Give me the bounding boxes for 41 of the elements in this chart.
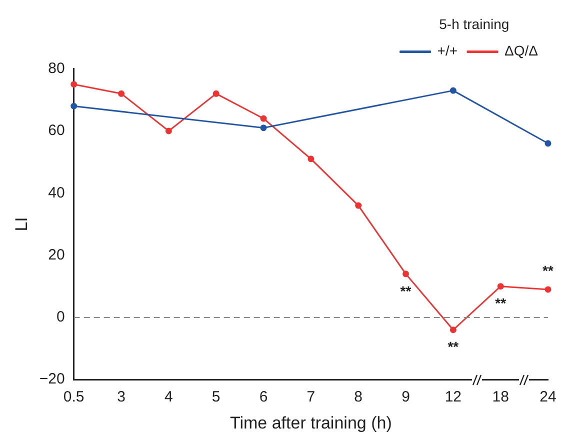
annotation: ** bbox=[448, 338, 460, 355]
x-tick-label: 3 bbox=[117, 388, 126, 406]
point bbox=[260, 124, 267, 132]
point bbox=[308, 156, 314, 162]
y-tick-label: 0 bbox=[56, 308, 65, 326]
legend-label: ΔQ/Δ bbox=[504, 42, 538, 59]
y-tick-label: 60 bbox=[48, 122, 65, 140]
x-tick-label: 12 bbox=[444, 388, 462, 406]
x-tick-label: 8 bbox=[354, 388, 363, 406]
legend-title: 5-h training bbox=[439, 16, 510, 32]
point bbox=[544, 286, 552, 293]
point bbox=[118, 90, 125, 97]
point bbox=[544, 140, 552, 147]
point bbox=[450, 326, 456, 334]
x-tick-label: 5 bbox=[212, 388, 220, 406]
annotation: ** bbox=[542, 262, 554, 278]
point bbox=[355, 202, 362, 209]
x-tick-label: 18 bbox=[492, 388, 509, 406]
point bbox=[212, 90, 220, 97]
annotation: ** bbox=[495, 295, 507, 312]
x-axis-title: Time after training (h) bbox=[230, 413, 392, 432]
x-tick-label: 6 bbox=[259, 388, 268, 406]
point bbox=[70, 81, 78, 88]
point bbox=[260, 115, 267, 122]
x-tick-label: 4 bbox=[164, 388, 173, 406]
point bbox=[497, 283, 504, 290]
legend-label: +/+ bbox=[437, 42, 458, 59]
y-tick-label: −20 bbox=[39, 370, 65, 388]
point bbox=[450, 87, 456, 94]
y-tick-label: 40 bbox=[48, 184, 65, 202]
y-tick-label: 20 bbox=[48, 246, 65, 264]
x-tick-label: 7 bbox=[306, 388, 316, 406]
x-tick-label: 0.5 bbox=[63, 388, 84, 406]
y-axis-title: LI bbox=[12, 217, 31, 232]
point bbox=[402, 270, 410, 278]
y-tick-label: 80 bbox=[48, 60, 65, 77]
x-tick-label: 24 bbox=[540, 388, 556, 406]
point bbox=[165, 128, 172, 134]
x-tick-label: 9 bbox=[402, 388, 410, 406]
annotation: ** bbox=[400, 282, 412, 299]
point bbox=[70, 102, 78, 110]
